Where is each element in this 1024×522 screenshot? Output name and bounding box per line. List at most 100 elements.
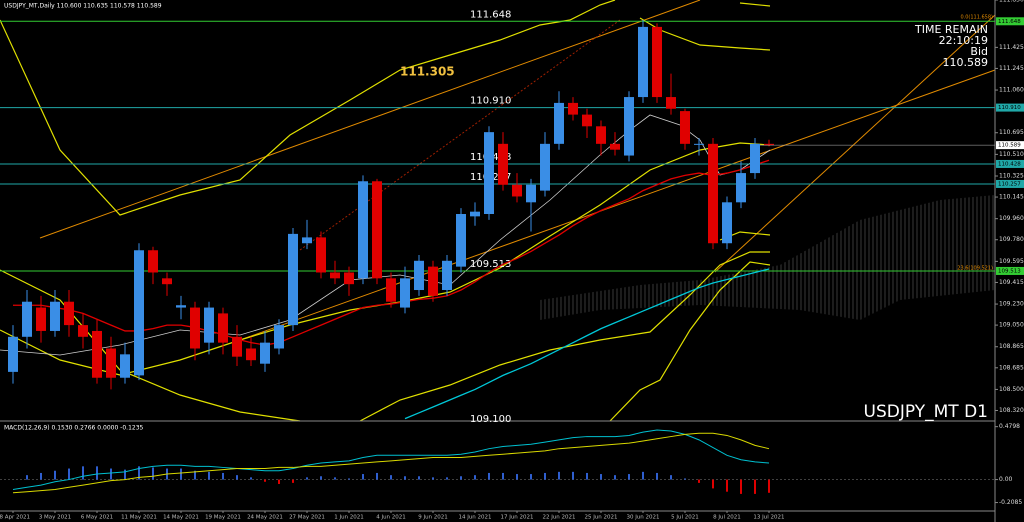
y-tick-label: 109.960	[999, 215, 1024, 222]
candle-body	[120, 354, 130, 378]
macd-bar	[628, 474, 630, 480]
x-tick-label: 1 Jun 2021	[334, 515, 364, 521]
candle-body	[694, 143, 704, 145]
macd-bar	[110, 468, 112, 480]
x-tick-label: 17 Jun 2021	[500, 515, 533, 521]
macd-title: MACD(12,26,9) 0.1530 0.2766 0.0000 -0.12…	[4, 425, 144, 432]
macd-bar	[530, 474, 532, 480]
macd-bar	[292, 479, 294, 483]
candle-body	[162, 278, 172, 285]
macd-bar	[334, 477, 336, 480]
candle-body	[316, 237, 326, 273]
macd-bar	[698, 479, 700, 483]
candle-body	[652, 26, 662, 98]
candle-body	[750, 143, 760, 174]
level-tag	[996, 159, 1024, 168]
fib-label: 23.6(109.521)	[957, 266, 993, 272]
candle-body	[512, 184, 522, 197]
macd-bar	[572, 471, 574, 480]
x-tick-label: 24 May 2021	[247, 515, 283, 521]
macd-bar	[432, 477, 434, 480]
x-tick-label: 27 May 2021	[289, 515, 325, 521]
y-tick-label: 109.595	[999, 258, 1024, 265]
y-tick-label: 0.00	[999, 476, 1013, 483]
macd-line	[12, 432, 770, 494]
candle-body	[582, 114, 592, 127]
candle-body	[666, 97, 676, 109]
x-tick-label: 14 May 2021	[163, 515, 199, 521]
x-tick-label: 14 Jun 2021	[458, 515, 491, 521]
x-tick-label: 25 Jun 2021	[584, 515, 617, 521]
x-tick-label: 5 Jul 2021	[671, 515, 699, 521]
macd-bar	[138, 466, 140, 480]
candle-body	[526, 184, 536, 203]
y-tick-label: 110.325	[999, 173, 1024, 180]
macd-bar	[670, 475, 672, 480]
macd-bar	[264, 479, 266, 482]
candle-body	[764, 143, 774, 146]
level-tag	[996, 179, 1024, 188]
candle-body	[414, 260, 424, 291]
candle-body	[554, 102, 564, 144]
candle-body	[344, 272, 354, 285]
macd-bar	[712, 479, 714, 489]
candle-body	[218, 313, 228, 343]
y-tick-label: 110.695	[999, 129, 1024, 136]
candle-body	[372, 181, 382, 279]
x-tick-label: 13 Jul 2021	[753, 515, 784, 521]
level-label: 110.910	[470, 96, 511, 107]
trend-lines	[39, 0, 996, 341]
candle-body	[232, 336, 242, 357]
y-tick-label: 108.685	[999, 364, 1024, 371]
macd-bar	[180, 468, 182, 480]
macd-bar	[82, 466, 84, 480]
macd-bar	[684, 478, 686, 480]
x-tick-label: 4 Jun 2021	[376, 515, 406, 521]
macd-bar	[208, 471, 210, 480]
candle-body	[736, 173, 746, 203]
candle-body	[680, 111, 690, 144]
y-tick-label: 108.500	[999, 386, 1024, 393]
macd-bar	[488, 472, 490, 480]
x-tick-label: 8 Jul 2021	[713, 515, 741, 521]
y-tick-label: 111.245	[999, 65, 1024, 72]
y-tick-label: 110.510	[999, 151, 1024, 158]
candle-body	[148, 250, 158, 273]
candle-body	[190, 307, 200, 349]
moving-average	[404, 268, 770, 420]
candle-body	[428, 266, 438, 296]
candle-body	[176, 305, 186, 308]
time-remain-value: 22:10:19	[939, 34, 988, 47]
x-tick-label: 30 Jun 2021	[626, 515, 659, 521]
macd-bar	[768, 479, 770, 493]
y-tick-label: 111.830	[999, 0, 1024, 4]
macd-bar	[306, 477, 308, 480]
candle-body	[386, 278, 396, 302]
candle-body	[8, 336, 18, 372]
candle-body	[400, 278, 410, 308]
candle-body	[22, 301, 32, 337]
macd-bar	[40, 472, 42, 480]
candle-body	[568, 102, 578, 115]
macd-bar	[460, 476, 462, 480]
y-tick-label: 0.4798	[999, 423, 1020, 430]
candle-body	[288, 233, 298, 326]
macd-bar	[194, 470, 196, 480]
x-tick-label: 19 May 2021	[205, 515, 241, 521]
price-annotation: 111.305	[400, 65, 455, 79]
candle-body	[596, 126, 606, 144]
macd-bar	[726, 479, 728, 492]
macd-bar	[26, 475, 28, 480]
macd-bar	[446, 477, 448, 480]
level-tag	[996, 17, 1024, 26]
candle-body	[442, 260, 452, 291]
level-tag	[996, 103, 1024, 112]
candle-body	[624, 97, 634, 156]
level-tag-label: 111.648	[998, 19, 1021, 25]
candle-body	[36, 307, 46, 331]
candle-body	[64, 301, 74, 326]
macd-bar	[250, 477, 252, 480]
candle-body	[246, 348, 256, 361]
chart-header: USDJPY_MT,Daily 110.600 110.635 110.578 …	[4, 3, 162, 10]
symbol-label: USDJPY_MT D1	[864, 402, 988, 422]
